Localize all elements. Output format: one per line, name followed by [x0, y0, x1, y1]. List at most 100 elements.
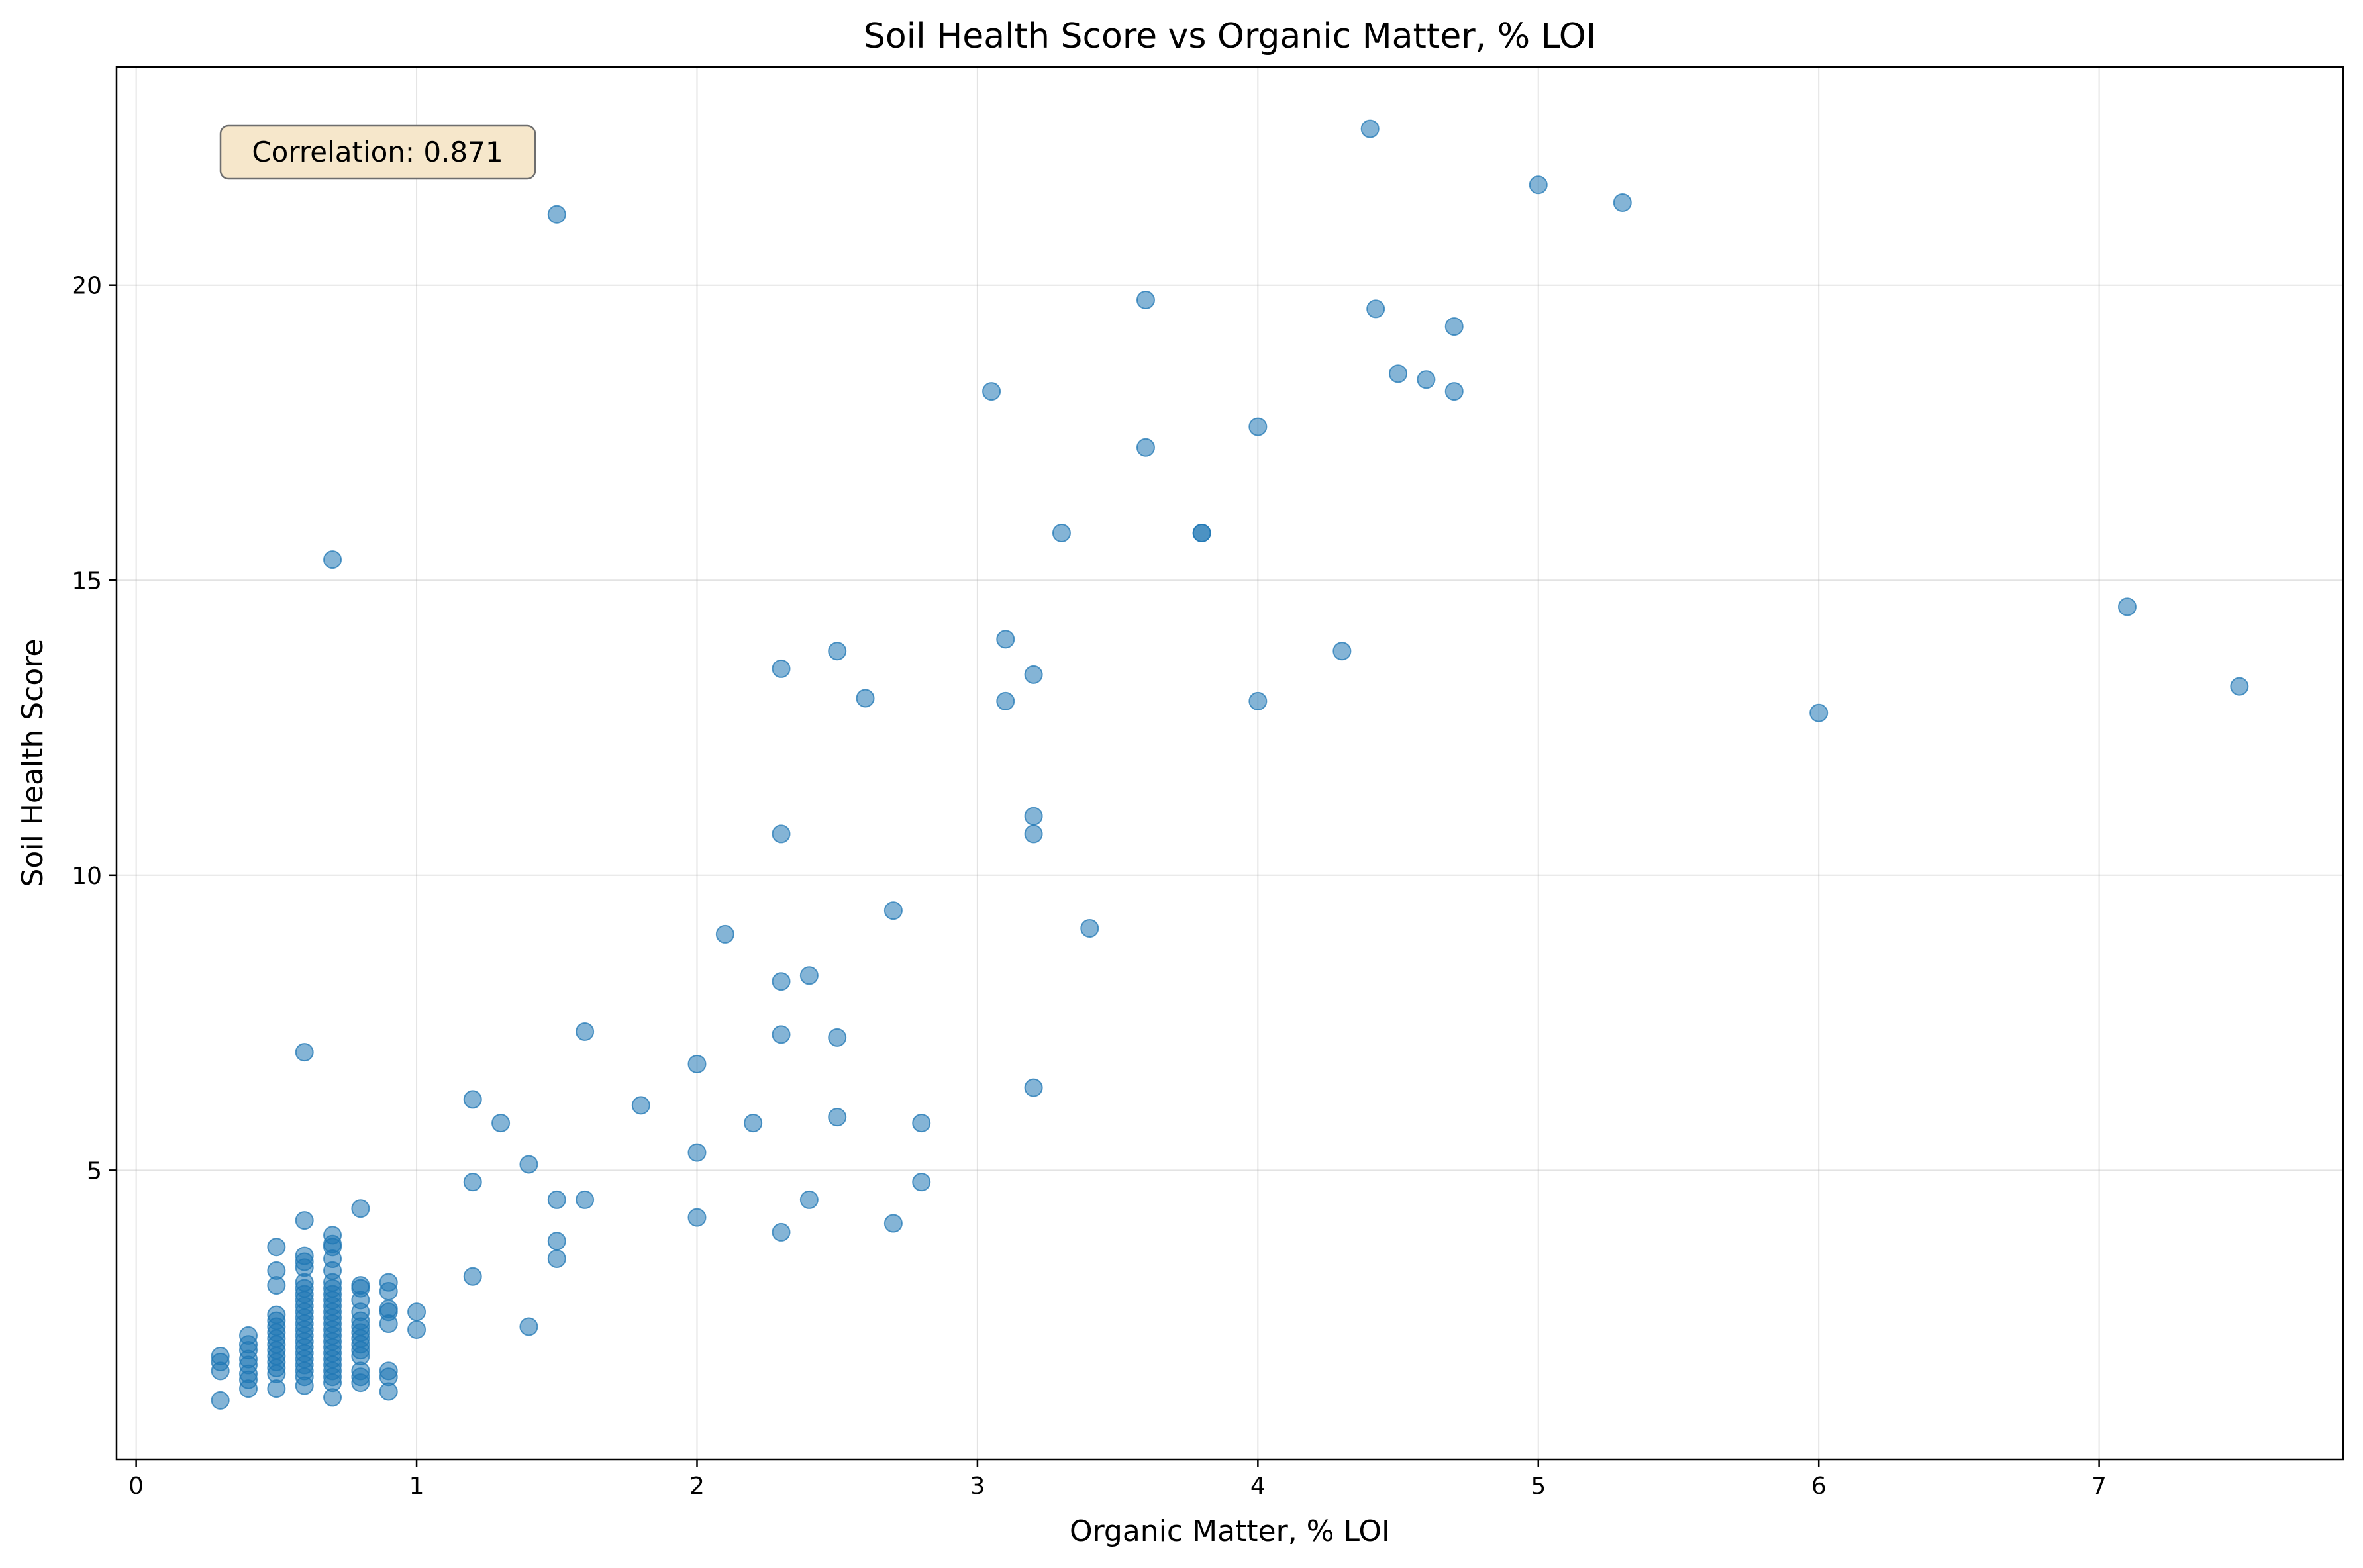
data-point [631, 1096, 650, 1115]
data-point [1136, 290, 1155, 309]
data-point [379, 1361, 398, 1381]
data-point [912, 1114, 931, 1133]
data-point [1332, 642, 1352, 661]
data-point [547, 1232, 566, 1251]
data-point [1024, 807, 1043, 826]
data-point [1024, 1078, 1043, 1097]
data-point [772, 1025, 791, 1044]
data-point [1136, 438, 1155, 457]
x-tick-label: 1 [409, 1473, 425, 1500]
data-point [799, 966, 819, 985]
x-tick-label: 7 [2091, 1473, 2107, 1500]
data-point [267, 1238, 286, 1257]
data-point [379, 1273, 398, 1292]
data-point [1613, 193, 1632, 212]
data-point [1529, 175, 1548, 195]
data-point [1024, 665, 1043, 684]
data-point [687, 1208, 707, 1227]
data-point [687, 1054, 707, 1073]
data-point [2230, 677, 2249, 696]
data-point [211, 1391, 230, 1410]
data-point [576, 1190, 595, 1209]
data-point [715, 924, 734, 944]
data-point [1024, 824, 1043, 844]
x-tick-label: 2 [689, 1473, 705, 1500]
data-point [2117, 597, 2137, 616]
grid-lines [117, 67, 2343, 1459]
data-point [1052, 523, 1071, 542]
data-point [547, 1250, 566, 1269]
data-point [407, 1302, 427, 1322]
data-point [883, 1214, 903, 1233]
data-point [996, 630, 1015, 649]
data-point [295, 1043, 314, 1062]
data-point [323, 550, 342, 569]
data-point [267, 1305, 286, 1324]
x-tick-label: 0 [128, 1473, 144, 1500]
data-point [828, 1108, 847, 1127]
data-point [407, 1320, 427, 1339]
data-point [772, 1222, 791, 1242]
data-point [1192, 523, 1211, 542]
data-point [772, 659, 791, 678]
data-point [1248, 691, 1268, 710]
data-point [491, 1114, 511, 1133]
data-point [772, 824, 791, 844]
data-point [519, 1317, 538, 1336]
data-point [856, 689, 875, 708]
data-point [379, 1299, 398, 1318]
data-point [772, 972, 791, 991]
data-point [982, 382, 1001, 401]
data-point [239, 1326, 258, 1345]
data-point [351, 1199, 370, 1218]
data-point [323, 1226, 342, 1245]
y-tick-label: 5 [87, 1157, 102, 1185]
data-point [267, 1261, 286, 1280]
correlation-annotation: Correlation: 0.871 [219, 124, 536, 180]
x-tick-label: 6 [1811, 1473, 1827, 1500]
data-point [912, 1173, 931, 1192]
data-point [1248, 417, 1268, 436]
chart-title: Soil Health Score vs Organic Matter, % L… [864, 17, 1596, 56]
data-points [211, 119, 2249, 1410]
data-point [828, 1028, 847, 1047]
data-point [996, 691, 1015, 710]
data-point [351, 1276, 370, 1295]
axis-ticks: 0 1 2 3 4 5 6 7 5 10 15 20 [72, 273, 2107, 1500]
data-point [463, 1090, 482, 1109]
data-point [547, 1190, 566, 1209]
data-point [1809, 703, 1829, 722]
data-point [828, 642, 847, 661]
data-point [1417, 370, 1436, 389]
x-tick-label: 4 [1250, 1473, 1266, 1500]
y-axis-label: Soil Health Score [16, 639, 50, 887]
annotation-box [219, 124, 536, 180]
data-point [1444, 317, 1464, 336]
plot-frame [115, 66, 2344, 1461]
data-point [211, 1347, 230, 1366]
data-point [1444, 382, 1464, 401]
data-point [576, 1022, 595, 1041]
data-point [463, 1267, 482, 1286]
data-point [295, 1211, 314, 1230]
y-tick-label: 15 [72, 567, 102, 595]
data-point [547, 205, 566, 224]
data-point [799, 1190, 819, 1209]
data-point [1360, 119, 1380, 138]
data-point [295, 1246, 314, 1265]
x-axis-label: Organic Matter, % LOI [1070, 1514, 1390, 1548]
data-point [687, 1143, 707, 1162]
data-point [463, 1173, 482, 1192]
data-point [1389, 364, 1408, 383]
annotation-text: Correlation: 0.871 [252, 136, 503, 168]
data-point [744, 1114, 763, 1133]
y-tick-label: 20 [72, 273, 102, 300]
data-point [883, 901, 903, 920]
x-tick-label: 5 [1531, 1473, 1546, 1500]
data-point [1080, 919, 1099, 938]
data-point [1366, 299, 1385, 318]
data-point [519, 1155, 538, 1174]
y-tick-label: 10 [72, 863, 102, 890]
